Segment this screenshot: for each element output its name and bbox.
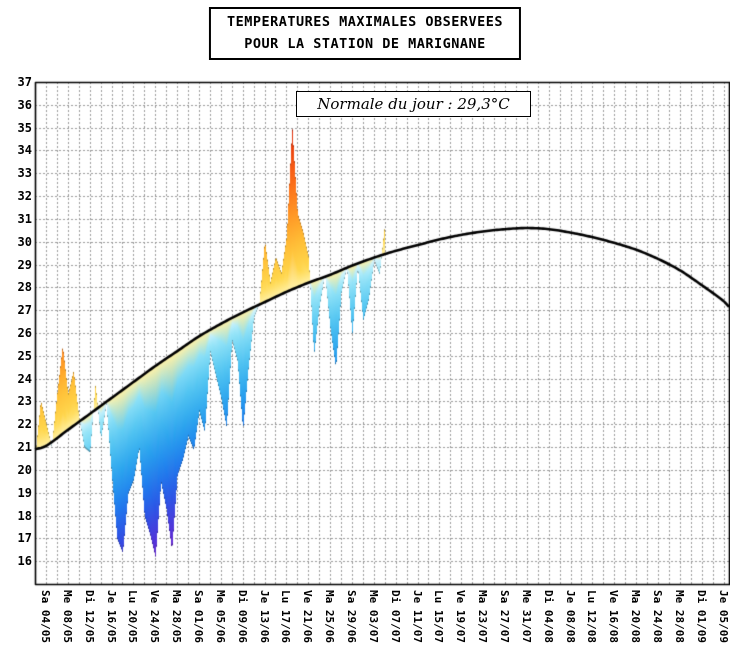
chart-title-line2: POUR LA STATION DE MARIGNANE [244, 35, 486, 52]
normal-of-day-annotation: Normale du jour : 29,3°C [296, 91, 531, 117]
chart-title-line1: TEMPERATURES MAXIMALES OBSERVEES [226, 14, 504, 30]
chart-title: TEMPERATURES MAXIMALES OBSERVEES POUR LA… [208, 7, 522, 61]
